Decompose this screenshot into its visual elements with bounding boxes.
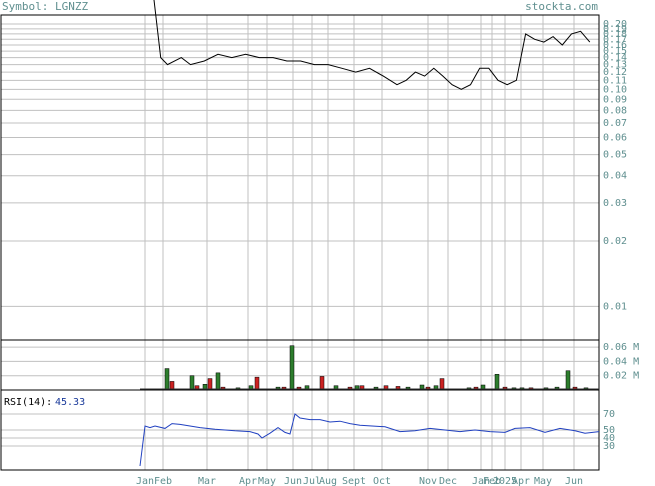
price-tick-label: 0.04	[603, 171, 627, 182]
rsi-title: RSI(14):	[4, 397, 52, 408]
price-tick-label: 0.02	[603, 236, 627, 247]
price-tick-label: 0.16	[603, 40, 627, 51]
price-tick-label: 0.09	[603, 94, 627, 105]
rsi-tick-label: 50	[603, 425, 615, 436]
volume-tick-label: 0.02 M	[603, 371, 639, 382]
rsi-tick-label: 30	[603, 441, 615, 452]
volume-tick-label: 0.04 M	[603, 356, 639, 367]
volume-bar	[439, 378, 445, 391]
symbol-label: Symbol: LGNZZ	[2, 0, 88, 13]
price-horizontal-grid	[1, 23, 599, 307]
x-tick-label: Oct	[373, 476, 391, 486]
volume-tick-label: 0.06 M	[603, 342, 639, 353]
price-tick-label: 0.07	[603, 118, 627, 129]
price-tick-label: 0.14	[603, 53, 627, 64]
price-tick-label: 0.19	[603, 24, 627, 35]
volume-bar	[565, 370, 571, 391]
volume-bar	[207, 378, 213, 391]
price-tick-label: 0.11	[603, 75, 627, 86]
price-tick-label: 0.06	[603, 132, 627, 143]
price-tick-label: 0.18	[603, 29, 627, 40]
price-tick-label: 0.12	[603, 67, 627, 78]
rsi-tick-label: 70	[603, 409, 615, 420]
x-tick-label: Dec	[439, 476, 457, 486]
x-tick-label: Feb	[154, 476, 172, 486]
volume-bar	[289, 345, 295, 391]
rsi-frame	[0, 389, 600, 471]
volume-bar	[215, 372, 221, 391]
price-tick-labels: 0.200.190.180.170.160.150.140.130.120.11…	[603, 19, 627, 312]
price-tick-label: 0.01	[603, 301, 627, 312]
site-label: stockta.com	[525, 0, 598, 13]
x-tick-label: May	[258, 476, 276, 486]
x-tick-label: Jan	[136, 476, 154, 486]
volume-tick-labels: 0.06 M 0.04 M 0.02 M	[603, 342, 639, 382]
volume-grid	[1, 340, 599, 390]
volume-bar	[164, 368, 170, 391]
rsi-grid	[1, 390, 599, 470]
x-tick-label: Jul	[303, 476, 321, 486]
volume-bars	[140, 345, 599, 391]
x-tick-label: Mar	[198, 476, 216, 486]
x-tick-label: Jan	[472, 476, 490, 486]
rsi-tick-label: 40	[603, 433, 615, 444]
volume-bar	[254, 376, 260, 391]
x-tick-label: Apr	[512, 476, 530, 486]
x-tick-label: Jun	[284, 476, 302, 486]
x-tick-label: Aug	[319, 476, 337, 486]
price-line	[153, 0, 591, 90]
x-tick-label: Jun	[565, 476, 583, 486]
rsi-line	[139, 413, 600, 467]
x-tick-label: 2025	[493, 476, 517, 486]
volume-panel: 0.06 M 0.04 M 0.02 M	[0, 339, 639, 391]
x-tick-label: Sept	[342, 476, 366, 486]
volume-bar	[319, 376, 325, 391]
price-frame	[0, 14, 600, 341]
price-tick-label: 0.15	[603, 46, 627, 57]
x-tick-label: Nov	[419, 476, 437, 486]
price-tick-label: 0.03	[603, 198, 627, 209]
rsi-value: 45.33	[55, 397, 85, 408]
price-tick-label: 0.13	[603, 60, 627, 71]
volume-bar	[189, 375, 195, 391]
x-tick-label: Feb	[483, 476, 501, 486]
x-tick-label: Apr	[239, 476, 257, 486]
price-panel: 0.200.190.180.170.160.150.140.130.120.11…	[0, 0, 627, 341]
price-tick-label: 0.05	[603, 150, 627, 161]
price-tick-label: 0.17	[603, 34, 627, 45]
price-tick-label: 0.20	[603, 19, 627, 30]
x-tick-label: May	[534, 476, 552, 486]
volume-bar	[494, 374, 500, 391]
price-vertical-grid	[144, 15, 575, 340]
price-tick-label: 0.10	[603, 84, 627, 95]
price-tick-label: 0.08	[603, 105, 627, 116]
